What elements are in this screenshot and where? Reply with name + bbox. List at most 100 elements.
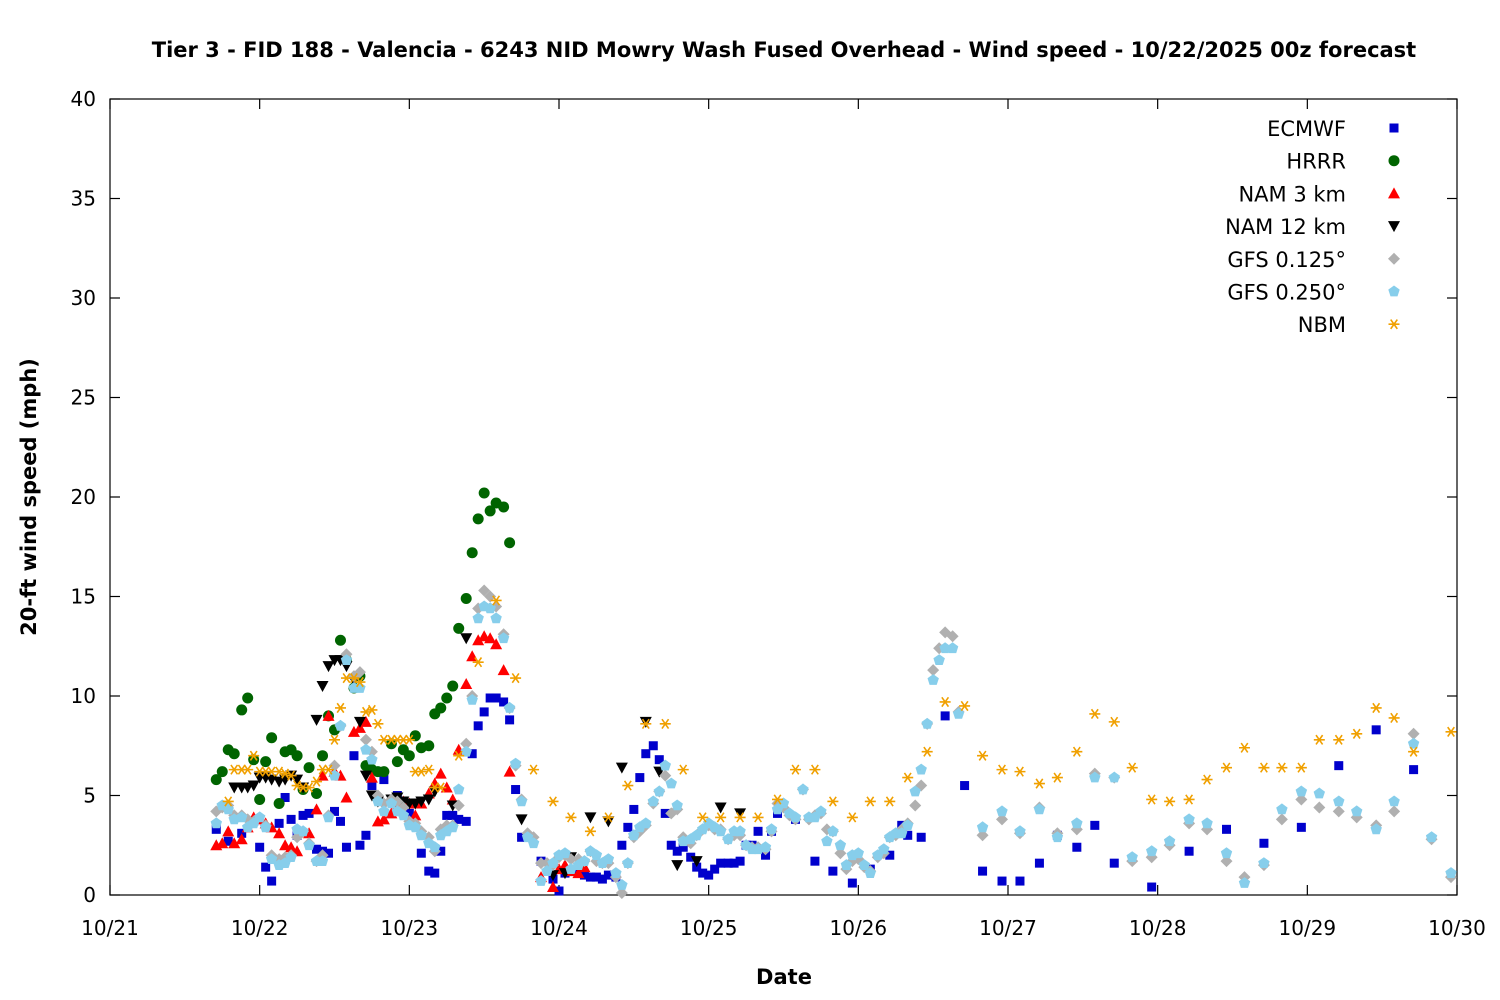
legend-label: ECMWF	[1267, 117, 1346, 141]
data-point	[697, 812, 709, 823]
data-point	[1238, 877, 1251, 888]
y-tick-label: 15	[71, 585, 96, 609]
data-point	[797, 783, 809, 795]
data-point	[317, 750, 329, 762]
data-point	[303, 839, 315, 851]
data-point	[1334, 761, 1344, 771]
data-point	[441, 692, 453, 704]
data-point	[858, 859, 870, 870]
data-point	[1051, 772, 1063, 783]
data-point	[671, 799, 683, 811]
data-point	[677, 764, 689, 775]
data-point	[323, 764, 335, 775]
data-point	[353, 716, 366, 728]
data-point	[334, 702, 346, 714]
data-point	[280, 792, 290, 802]
data-point	[515, 795, 528, 807]
data-point	[248, 750, 260, 761]
data-point	[735, 856, 745, 866]
data-point	[322, 811, 335, 823]
data-point	[442, 810, 452, 820]
x-tick-label: 10/29	[1279, 916, 1337, 940]
data-point	[647, 795, 659, 807]
legend-entry: HRRR	[1286, 150, 1400, 174]
data-point	[716, 858, 726, 868]
data-point	[1313, 801, 1326, 814]
data-point	[429, 841, 441, 853]
data-point	[1183, 794, 1195, 805]
data-point	[359, 770, 372, 782]
data-point	[1072, 842, 1082, 852]
data-point	[834, 839, 847, 851]
data-point	[517, 832, 527, 842]
legend-marker	[1388, 155, 1400, 167]
data-point	[616, 879, 628, 890]
data-point	[330, 806, 339, 816]
data-point	[509, 757, 522, 769]
data-point	[285, 770, 297, 781]
data-point	[472, 657, 484, 668]
data-point	[602, 816, 615, 828]
data-point	[448, 810, 458, 820]
data-point	[409, 730, 421, 742]
data-point	[976, 821, 989, 833]
data-point	[255, 842, 265, 852]
data-point	[521, 831, 534, 843]
data-point	[466, 547, 478, 559]
data-point	[397, 809, 410, 821]
data-point	[210, 817, 222, 829]
data-point	[590, 849, 603, 861]
y-tick-label: 5	[83, 784, 96, 808]
data-point	[864, 796, 876, 807]
data-point	[1146, 845, 1158, 857]
data-point	[547, 881, 560, 893]
data-point	[222, 825, 235, 837]
y-tick-label: 25	[71, 386, 96, 410]
data-point	[473, 721, 483, 731]
data-point	[484, 632, 497, 644]
data-point	[235, 833, 248, 845]
data-point	[828, 866, 838, 876]
y-tick-label: 40	[71, 87, 96, 111]
data-point	[939, 696, 951, 708]
data-point	[1445, 867, 1457, 878]
data-point	[665, 777, 677, 789]
data-point	[1221, 762, 1233, 773]
data-point	[1333, 734, 1345, 745]
data-point	[377, 813, 390, 825]
data-point	[1071, 817, 1083, 829]
data-point	[504, 537, 516, 549]
data-point	[409, 809, 422, 821]
x-axis: 10/21 10/22 10/23 10/24 10/25 10/26 10/27 10/28…	[81, 99, 1486, 940]
data-point	[902, 819, 914, 831]
legend-entry: NAM 3 km	[1238, 182, 1400, 206]
data-point	[274, 818, 284, 828]
data-point	[415, 796, 428, 808]
data-point	[1109, 858, 1119, 868]
data-point	[659, 718, 671, 729]
data-point	[366, 753, 378, 765]
legend-marker	[1388, 187, 1400, 199]
data-point	[909, 799, 922, 812]
data-point	[460, 678, 473, 690]
data-point	[659, 759, 671, 771]
data-point	[472, 513, 484, 525]
x-tick-label: 10/22	[231, 916, 289, 940]
data-point	[602, 853, 615, 864]
data-point	[1201, 774, 1213, 785]
data-point	[629, 804, 639, 814]
data-point	[654, 755, 664, 765]
data-point	[648, 741, 658, 751]
data-point	[366, 704, 378, 716]
data-point	[578, 855, 591, 866]
legend-entry: ECMWF	[1267, 117, 1399, 141]
data-point	[1407, 727, 1420, 740]
legend-marker	[1389, 123, 1399, 133]
data-point	[499, 697, 509, 707]
data-point	[490, 638, 503, 650]
data-point	[415, 766, 427, 777]
data-point	[404, 808, 414, 818]
data-point	[236, 704, 248, 716]
data-point	[324, 848, 334, 858]
data-point	[921, 717, 933, 729]
